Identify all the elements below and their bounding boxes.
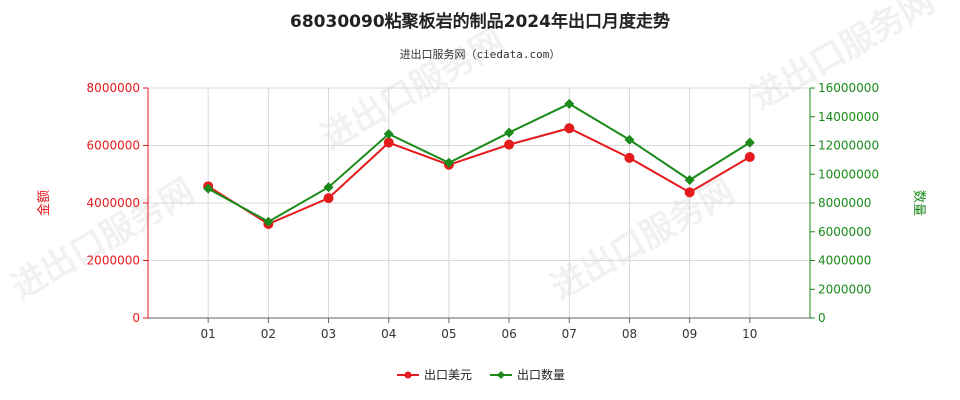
y-right-tick-label: 0 [818,311,826,325]
y-right-tick-label: 16000000 [818,81,879,95]
chart-title: 68030090粘聚板岩的制品2024年出口月度走势 [290,11,670,32]
legend-marker-quantity [497,371,505,379]
data-point-amount [383,137,394,148]
y-left-tick-label: 4000000 [87,196,140,210]
y-left-tick-label: 8000000 [87,81,140,95]
y-axis-left-label: 金额 [36,190,52,216]
x-tick-label: 04 [381,327,396,341]
data-point-quantity [684,175,695,185]
y-left-tick-label: 6000000 [87,139,140,153]
y-right-tick-label: 14000000 [818,110,879,124]
data-point-quantity [744,137,755,148]
y-axis-right-label: 数量 [911,190,926,216]
axes: 0 2000000 4000000 6000000 8000000 0 2000000 400… [87,81,880,341]
data-point-quantity [624,134,635,145]
data-point-quantity [383,129,394,139]
data-point-amount [744,152,755,162]
data-point-quantity [323,182,334,193]
x-tick-label: 06 [501,327,516,341]
data-point-quantity [564,98,575,109]
y-right-tick-label: 12000000 [818,139,879,153]
y-right-tick-label: 4000000 [818,254,871,268]
data-point-amount [624,152,635,163]
legend-label-2[interactable]: 出口数量 [517,367,565,382]
data-point-quantity [263,216,274,227]
y-right-tick-label: 10000000 [818,167,879,181]
x-tick-label: 09 [682,327,697,341]
data-point-quantity [443,157,454,168]
legend-marker-amount [404,371,412,379]
data-point-amount [504,139,515,150]
x-tick-label: 10 [742,327,757,341]
x-tick-label: 01 [201,327,216,341]
y-right-tick-label: 2000000 [818,282,871,296]
y-left-tick-label: 2000000 [87,254,140,268]
x-tick-label: 05 [441,327,456,341]
y-right-tick-label: 8000000 [818,196,871,210]
y-left-tick-label: 0 [132,311,140,325]
data-point-quantity [504,127,515,138]
series [203,98,755,229]
series-line-2 [207,102,751,223]
watermark: 进出口服务网 进出口服务网 进出口服务网 进出口服务网 [5,0,942,308]
svg-text:进出口服务网: 进出口服务网 [5,171,202,308]
y-right-tick-label: 6000000 [818,225,871,239]
x-tick-label: 07 [562,327,577,341]
data-point-amount [684,187,695,198]
svg-text:进出口服务网: 进出口服务网 [745,0,942,118]
svg-text:进出口服务网: 进出口服务网 [315,21,512,158]
chart-subtitle: 进出口服务网（ciedata.com） [400,47,561,61]
x-tick-label: 02 [261,327,276,341]
grid [147,87,811,319]
data-point-quantity [203,183,214,194]
data-point-amount [323,193,334,204]
x-tick-label: 08 [622,327,637,341]
svg-text:进出口服务网: 进出口服务网 [545,171,742,308]
series-line-1 [207,127,751,226]
legend-label-1[interactable]: 出口美元 [424,368,472,382]
x-tick-label: 03 [321,327,336,341]
legend: 出口美元 出口数量 [397,367,565,382]
data-point-amount [564,123,575,134]
